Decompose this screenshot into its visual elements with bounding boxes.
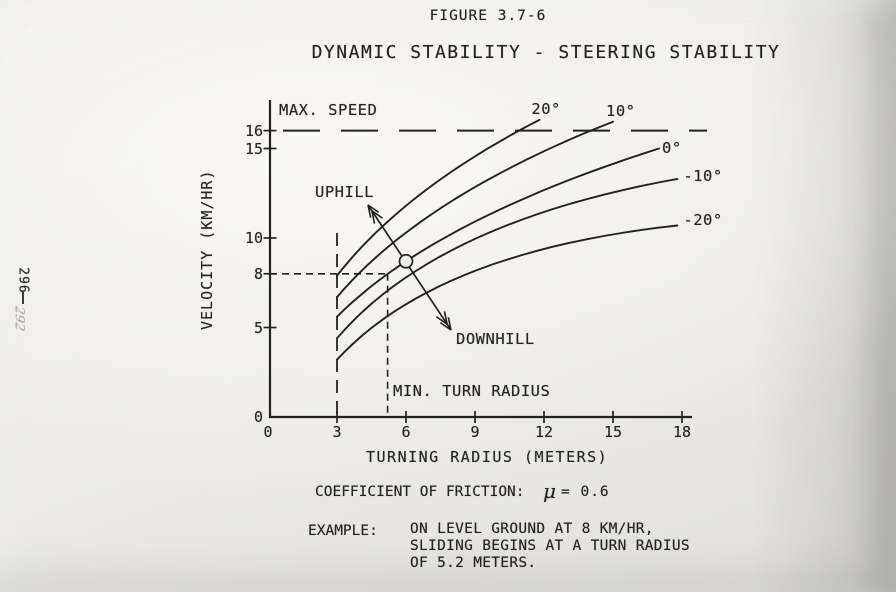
y-tick-label-10: 10 [244, 229, 263, 247]
curve-label-4: -20° [683, 211, 723, 230]
margin-divider-line [22, 292, 24, 304]
y-axis-title: VELOCITY (KM/HR) [198, 169, 216, 331]
y-tick-label-16: 16 [244, 121, 263, 140]
example-label: EXAMPLE: [308, 523, 378, 539]
friction-value: = 0.6 [561, 484, 610, 500]
curve-label-1: 10° [606, 101, 636, 120]
mu-symbol: μ [543, 479, 556, 503]
operating-point-marker [398, 253, 414, 269]
x-tick-label-15: 15 [603, 423, 623, 441]
x-tick-label-12: 12 [534, 423, 554, 441]
coefficient-of-friction-label: COEFFICIENT OF FRICTION: [315, 484, 525, 500]
max-speed-label: MAX. SPEED [279, 101, 378, 119]
margin-page-number-handwritten: 292 [11, 304, 27, 333]
uphill-label: UPHILL [315, 183, 374, 201]
figure-title: DYNAMIC STABILITY - STEERING STABILITY [311, 42, 781, 63]
x-tick-label-18: 18 [672, 423, 692, 441]
min-turn-radius-label: MIN. TURN RADIUS [393, 382, 551, 400]
y-tick-label-0: 0 [253, 408, 263, 426]
example-line-1: ON LEVEL GROUND AT 8 KM/HR, [410, 521, 654, 537]
example-line-3: OF 5.2 METERS. [410, 554, 537, 571]
example-text: ON LEVEL GROUND AT 8 KM/HR, SLIDING BEGI… [410, 521, 690, 571]
stability-curves [336, 118, 679, 361]
y-tick-label-5: 5 [253, 318, 263, 337]
curve-label-0: 20° [531, 99, 561, 118]
dashed-guide-lines [270, 129, 707, 417]
downhill-label: DOWNHILL [456, 330, 535, 348]
y-tick-label-8: 8 [253, 264, 263, 283]
x-tick-label-0: 0 [263, 423, 273, 441]
x-tick-label-3: 3 [332, 423, 342, 441]
figure-number: FIGURE 3.7-6 [429, 8, 547, 24]
y-tick-label-15: 15 [244, 139, 263, 158]
curve-label-2: 0° [662, 138, 682, 157]
x-tick-label-6: 6 [401, 423, 411, 441]
x-tick-label-9: 9 [470, 423, 480, 441]
x-axis-title: TURNING RADIUS (METERS) [366, 448, 609, 466]
example-line-2: SLIDING BEGINS AT A TURN RADIUS [410, 537, 690, 554]
curve-label-3: -10° [683, 166, 723, 185]
chart-axes [263, 100, 692, 423]
margin-page-number-printed: 296 [15, 267, 31, 294]
